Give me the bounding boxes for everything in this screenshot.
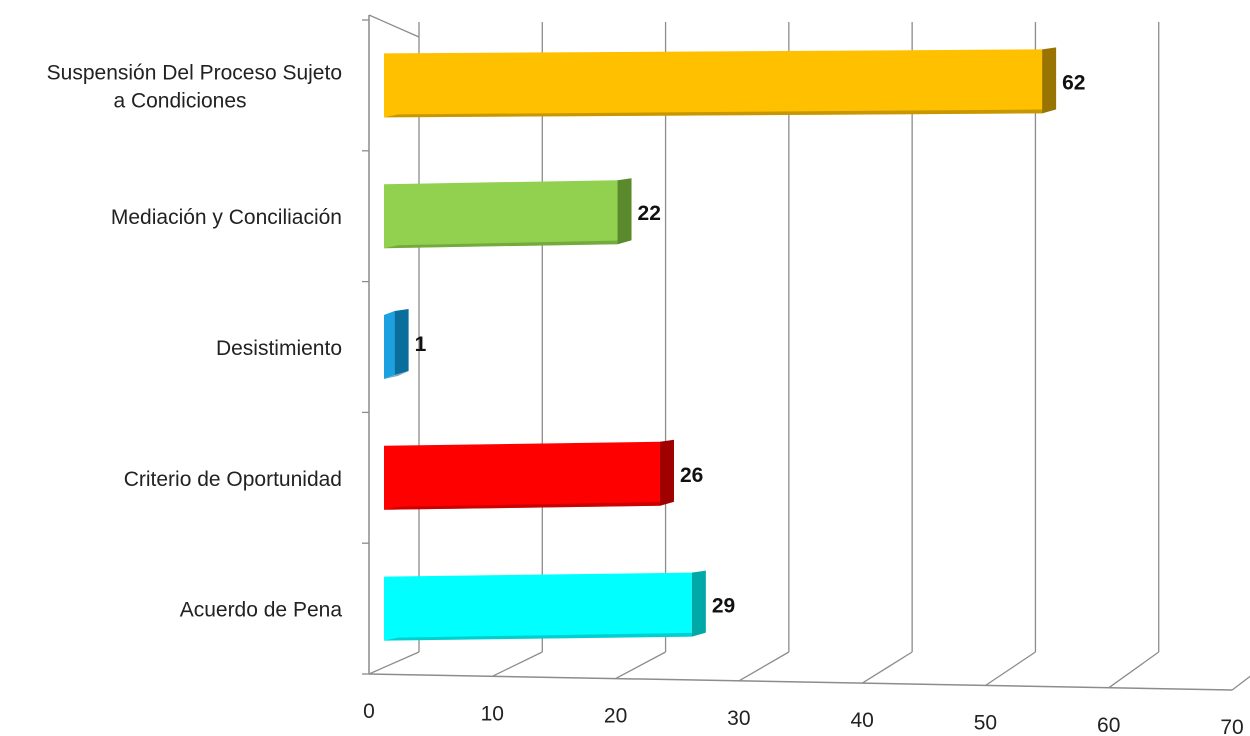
bar bbox=[384, 311, 395, 379]
bar bbox=[384, 180, 618, 249]
bar-bottom bbox=[384, 501, 674, 510]
x-tick-label: 50 bbox=[974, 712, 997, 735]
bar bbox=[384, 572, 692, 641]
category-label: Criterio de Oportunidad bbox=[124, 468, 342, 491]
bar-bottom bbox=[384, 109, 1057, 118]
x-tick-label: 60 bbox=[1097, 714, 1120, 736]
floor-gridline bbox=[1231, 675, 1250, 691]
floor-gridline bbox=[368, 651, 420, 675]
category-label: Mediación y Conciliación bbox=[111, 206, 342, 229]
x-tick-label: 20 bbox=[604, 705, 627, 728]
floor-gridline bbox=[1108, 651, 1160, 689]
bar-side bbox=[659, 439, 674, 506]
bar bbox=[384, 441, 660, 510]
data-label: 29 bbox=[712, 595, 735, 618]
floor-gridline bbox=[985, 651, 1036, 687]
bar-bottom bbox=[384, 371, 409, 379]
bar-bottom bbox=[384, 240, 632, 249]
bar-side bbox=[617, 178, 632, 245]
floor-gridline bbox=[738, 651, 790, 682]
data-label: 1 bbox=[415, 333, 427, 356]
x-tick-label: 0 bbox=[363, 700, 375, 723]
category-label: a Condiciones bbox=[113, 89, 246, 112]
x-axis-line bbox=[368, 673, 1233, 691]
floor-gridline bbox=[492, 651, 543, 677]
x-tick-label: 10 bbox=[481, 702, 504, 725]
bar-side bbox=[1042, 47, 1057, 114]
data-label: 26 bbox=[680, 464, 703, 487]
left-wall-top-edge bbox=[368, 14, 420, 38]
x-tick-label: 40 bbox=[850, 709, 873, 732]
bar bbox=[384, 49, 1043, 118]
x-tick-label: 70 bbox=[1220, 716, 1243, 736]
category-label: Acuerdo de Pena bbox=[180, 599, 343, 622]
bar-side bbox=[691, 570, 706, 637]
data-label: 62 bbox=[1062, 71, 1085, 94]
bar-side bbox=[394, 309, 409, 375]
data-label: 22 bbox=[638, 202, 661, 225]
floor-gridline bbox=[615, 651, 666, 680]
category-label: Suspensión Del Proceso Sujeto bbox=[47, 61, 342, 84]
bar-bottom bbox=[384, 632, 706, 641]
floor-gridline bbox=[861, 651, 913, 684]
x-tick-label: 30 bbox=[727, 707, 750, 730]
category-label: Desistimiento bbox=[216, 337, 342, 360]
